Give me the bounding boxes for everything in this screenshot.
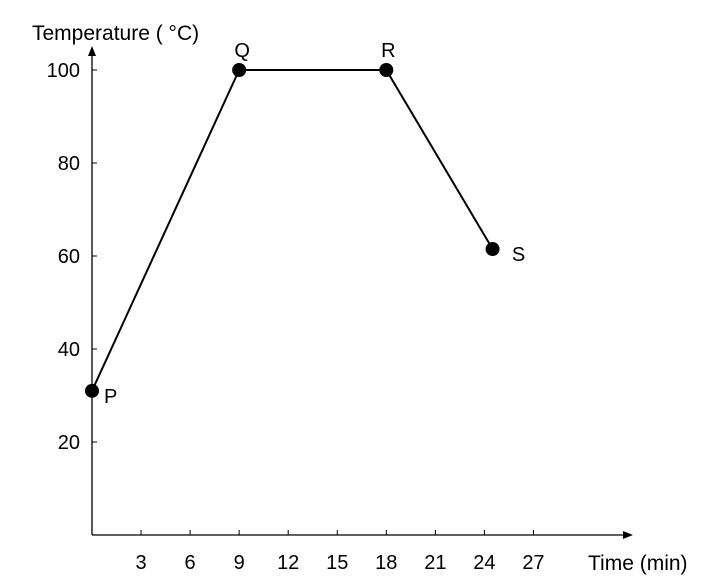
x-ticks: 3 6 9 12 15 18 21 24 27 <box>135 530 545 574</box>
y-tick-label: 100 <box>47 60 80 82</box>
point-s <box>485 242 500 257</box>
x-tick-label: 9 <box>234 552 245 574</box>
x-tick-label: 21 <box>424 552 446 574</box>
point-label-s: S <box>512 244 525 266</box>
y-tick-label: 20 <box>58 432 80 454</box>
point-p <box>85 383 99 398</box>
point-label-r: R <box>381 40 395 62</box>
x-tick-label: 24 <box>473 552 495 574</box>
point-q <box>232 63 247 77</box>
segment-r-s <box>385 69 494 250</box>
x-tick-label: 3 <box>135 552 146 574</box>
point-label-p: P <box>104 386 117 408</box>
y-axis-arrow-icon <box>88 46 96 56</box>
x-tick-label: 12 <box>277 552 299 574</box>
y-tick-label: 60 <box>58 246 80 268</box>
axes <box>88 46 633 539</box>
x-tick-label: 18 <box>375 552 397 574</box>
segment-p-q <box>91 69 241 392</box>
point-labels: P Q R S <box>104 40 525 408</box>
x-tick-label: 27 <box>522 552 544 574</box>
y-axis-label: Temperature ( °C) <box>32 22 199 45</box>
y-ticks: 20 40 60 80 100 <box>47 60 97 454</box>
x-tick-label: 6 <box>185 552 196 574</box>
series-points <box>85 63 500 398</box>
y-tick-label: 80 <box>58 153 80 175</box>
x-axis-arrow-icon <box>623 531 633 539</box>
x-tick-label: 15 <box>326 552 348 574</box>
point-r <box>379 63 394 77</box>
y-tick-label: 40 <box>58 339 80 361</box>
x-axis-label: Time (min) <box>588 552 688 575</box>
point-label-q: Q <box>234 40 250 62</box>
series-lines <box>91 69 494 392</box>
